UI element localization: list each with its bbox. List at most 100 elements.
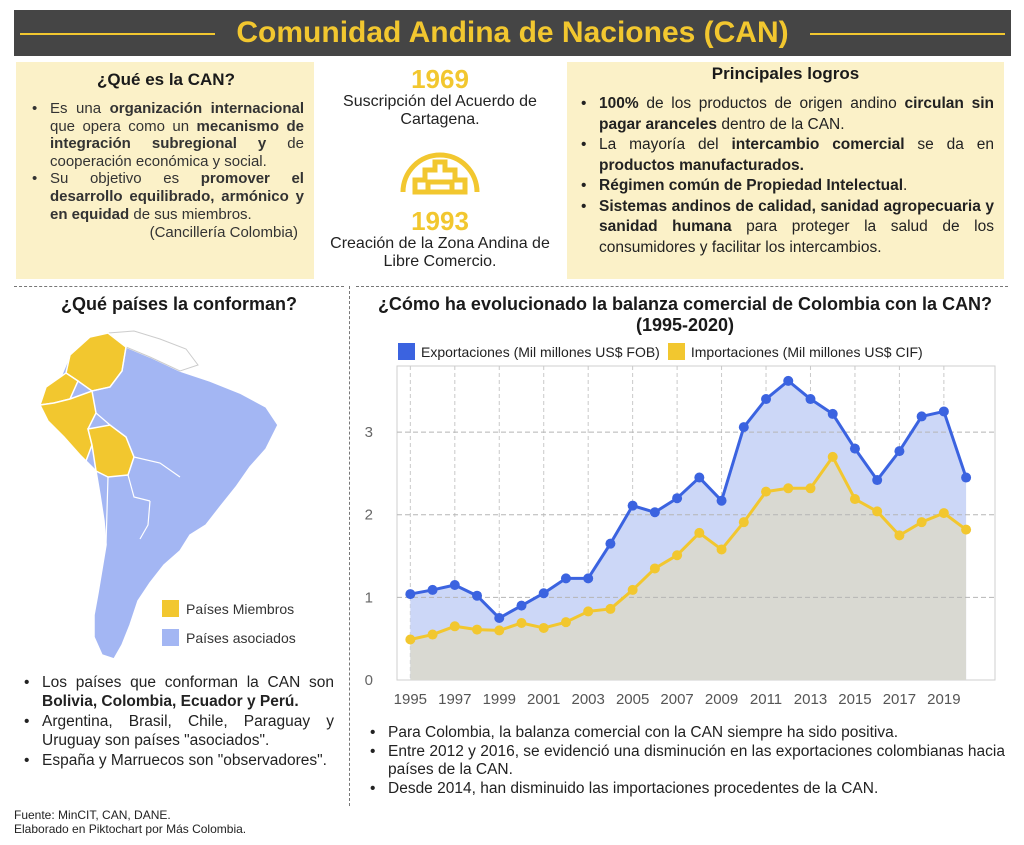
imports-point xyxy=(649,563,660,574)
trade-balance-chart: 0 1 2 3 1995 1997 1999 2001 2003 2005 2007 2009 2011… xyxy=(365,365,996,708)
imports-area xyxy=(410,456,967,680)
y-tick-label: 3 xyxy=(365,424,373,441)
text: Los países que conforman la CAN son xyxy=(42,674,334,691)
associate-swatch xyxy=(162,629,179,646)
legend-members: Países Miembros xyxy=(162,600,296,617)
imports-point xyxy=(738,517,749,528)
achievement-2: La mayoría del intercambio comercial se … xyxy=(577,135,994,176)
imports-point xyxy=(938,508,949,519)
x-tick-label: 1997 xyxy=(438,691,471,708)
imports-point xyxy=(827,451,838,462)
bold-text: organización internacional xyxy=(109,100,304,117)
imports-point xyxy=(916,517,927,528)
member-swatch xyxy=(162,600,179,617)
south-america-map xyxy=(38,330,279,660)
imports-swatch xyxy=(667,343,685,360)
exports-point xyxy=(560,573,571,584)
header-line-right xyxy=(810,33,1005,35)
imports-point xyxy=(716,544,727,555)
text: Su objetivo es xyxy=(50,170,201,188)
divider xyxy=(349,286,350,806)
countries-title: ¿Qué países la conforman? xyxy=(60,294,298,314)
imports-point xyxy=(672,550,683,561)
imports-point xyxy=(494,625,505,636)
note-1: Para Colombia, la balanza comercial con … xyxy=(366,724,1005,743)
achievement-4: Sistemas andinos de calidad, sanidad agr… xyxy=(577,197,994,259)
imports-point xyxy=(805,483,816,494)
bold-text: mecanismo de integración subregional y xyxy=(50,117,304,153)
text: Es una xyxy=(50,100,110,117)
non-member-countries xyxy=(106,330,199,372)
divider xyxy=(356,286,1008,287)
countries-bullet-3: España y Marruecos son "observadores". xyxy=(20,752,334,771)
exports-point xyxy=(605,538,616,549)
bold-text: productos manufacturados. xyxy=(599,156,804,174)
header-line-left xyxy=(20,33,215,35)
legend-exports-label: Exportaciones (Mil millones US$ FOB) xyxy=(421,343,660,360)
exports-point xyxy=(827,408,838,419)
exports-point xyxy=(938,406,949,417)
achievement-1: 100% de los productos de origen andino c… xyxy=(577,94,994,135)
country-borders xyxy=(91,346,181,546)
exports-point xyxy=(716,495,727,506)
imports-point xyxy=(961,524,972,535)
footer-source: Fuente: MinCIT, CAN, DANE. xyxy=(14,808,171,822)
x-tick-label: 2007 xyxy=(660,691,693,708)
exports-point xyxy=(894,446,905,457)
chart-title-text: ¿Cómo ha evolucionado la balanza comerci… xyxy=(377,294,993,314)
imports-point xyxy=(694,527,705,538)
what-is-panel: ¿Qué es la CAN? Es una organización inte… xyxy=(16,62,314,279)
exports-point xyxy=(738,422,749,433)
can-logo-icon xyxy=(400,152,480,195)
x-tick-label: 1999 xyxy=(483,691,516,708)
y-tick-label: 0 xyxy=(365,672,373,689)
exports-point xyxy=(805,394,816,405)
x-tick-label: 2003 xyxy=(571,691,604,708)
header-bar: Comunidad Andina de Naciones (CAN) xyxy=(14,10,1011,56)
imports-point xyxy=(872,506,883,517)
imports-point xyxy=(449,621,460,632)
bold-text: Bolivia, Colombia, Ecuador y Perú. xyxy=(42,692,299,710)
text: se da en xyxy=(904,136,994,153)
imports-point xyxy=(894,530,905,541)
countries-bullet-1: Los países que conforman la CAN son Boli… xyxy=(20,674,334,711)
x-tick-label: 2009 xyxy=(705,691,738,708)
divider xyxy=(14,286,344,287)
text: de los productos de origen andino xyxy=(638,95,905,112)
legend-exports: Exportaciones (Mil millones US$ FOB) xyxy=(398,343,660,360)
chart-title: ¿Cómo ha evolucionado la balanza comerci… xyxy=(355,294,1015,336)
bold-text: 100% xyxy=(599,95,639,112)
text: para proteger la salud de los consumidor… xyxy=(599,218,994,256)
imports-point xyxy=(538,622,549,633)
exports-point xyxy=(694,472,705,483)
achievements-title: Principales logros xyxy=(711,64,860,83)
imports-point xyxy=(783,483,794,494)
legend-imports-label: Importaciones (Mil millones US$ CIF) xyxy=(690,343,923,360)
year-1993-desc: Creación de la Zona Andina de Libre Come… xyxy=(330,235,550,270)
year-1969-desc: Suscripción del Acuerdo de Cartagena. xyxy=(343,93,537,128)
exports-point xyxy=(872,475,883,486)
achievement-3: Régimen común de Propiedad Intelectual. xyxy=(577,176,994,197)
text: . xyxy=(903,177,908,194)
exports-point xyxy=(783,375,794,386)
chart-notes: Para Colombia, la balanza comercial con … xyxy=(366,724,1005,798)
bold-text: circulan sin pagar aranceles xyxy=(599,95,994,133)
x-tick-label: 2019 xyxy=(927,691,960,708)
bold-text: Sistemas andinos de calidad, sanidad agr… xyxy=(599,197,994,236)
page-title: Comunidad Andina de Naciones (CAN) xyxy=(236,16,789,49)
legend-associates-label: Países asociados xyxy=(186,629,296,646)
note-2: Entre 2012 y 2016, se evidenció una dism… xyxy=(366,743,1005,780)
text: La mayoría del xyxy=(599,136,732,153)
bold-text: promover el desarrollo equilibrado, armó… xyxy=(50,170,304,223)
exports-point xyxy=(761,394,772,405)
exports-point xyxy=(916,411,927,422)
exports-point xyxy=(494,613,505,624)
text: de cooperación económica y social. xyxy=(50,135,304,170)
x-tick-label: 1995 xyxy=(394,691,427,708)
achievements-panel: Principales logros 100% de los productos… xyxy=(567,62,1004,279)
note-3: Desde 2014, han disminuido las importaci… xyxy=(366,780,1005,799)
countries-bullet-2: Argentina, Brasil, Chile, Paraguay y Uru… xyxy=(20,713,334,750)
exports-point xyxy=(583,573,594,584)
text: de sus miembros. xyxy=(129,205,252,223)
exports-point xyxy=(961,472,972,483)
